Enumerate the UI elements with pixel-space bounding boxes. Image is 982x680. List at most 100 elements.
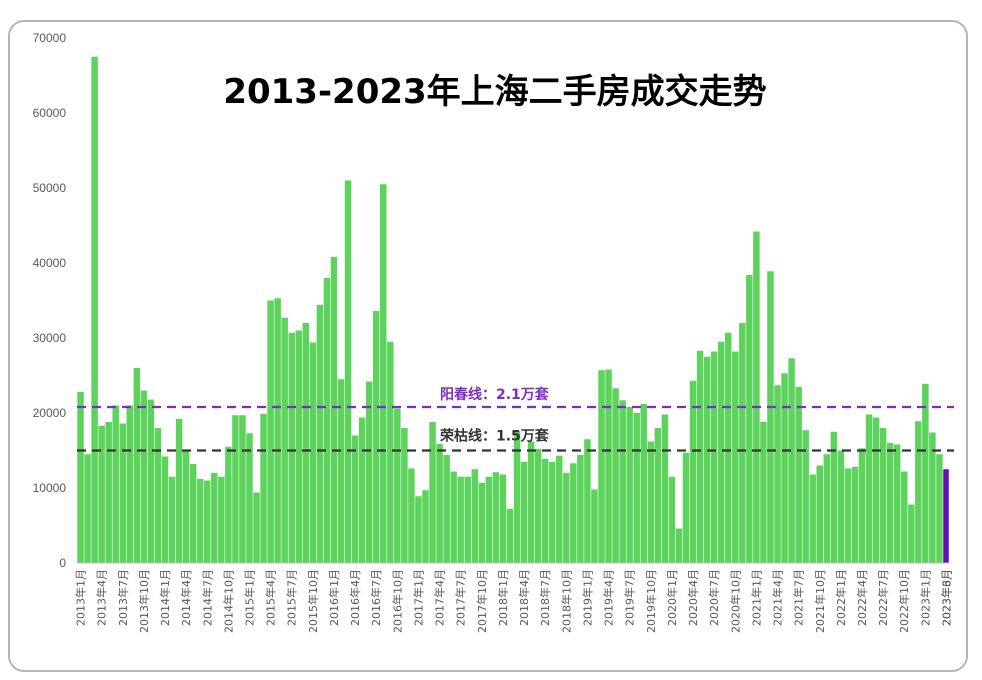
bar: [640, 404, 647, 563]
bar: [675, 528, 683, 563]
x-tick-label: 2015年7月: [285, 569, 299, 626]
bar: [654, 428, 662, 563]
bar: [154, 428, 162, 563]
x-tick-label: 2019年7月: [623, 569, 637, 626]
bar: [710, 351, 718, 563]
bar: [358, 417, 366, 563]
bar: [253, 492, 260, 563]
bar: [886, 443, 894, 563]
bar: [668, 476, 676, 563]
bar: [457, 476, 464, 563]
x-tick-label: 2017年10月: [475, 569, 489, 633]
y-tick-label: 20000: [33, 406, 67, 420]
bar: [429, 422, 436, 563]
bar: [541, 458, 549, 563]
bar: [647, 441, 655, 563]
x-tick-label: 2021年1月: [749, 569, 763, 626]
x-tick-label: 2018年10月: [559, 569, 573, 633]
y-tick-label: 40000: [33, 256, 67, 270]
bar: [598, 370, 605, 563]
bar: [471, 469, 479, 563]
bar: [795, 386, 802, 563]
bar: [717, 341, 725, 563]
x-tick-label: 2016年10月: [390, 569, 404, 633]
bar: [295, 330, 303, 563]
x-tick-label: 2017年4月: [433, 569, 447, 626]
bar: [330, 257, 338, 563]
bar: [534, 449, 542, 563]
bar: [323, 278, 331, 563]
x-tick-label: 2015年10月: [306, 569, 320, 633]
bar: [309, 342, 317, 563]
bar: [175, 419, 183, 563]
bar: [211, 473, 218, 563]
x-tick-label: 2023年6月: [939, 569, 953, 626]
bar: [168, 476, 176, 563]
x-tick-label: 2017年7月: [454, 569, 468, 626]
x-tick-label: 2020年7月: [707, 569, 721, 626]
bar: [936, 454, 943, 563]
bar: [943, 469, 949, 563]
bar: [218, 476, 225, 563]
bar: [858, 448, 866, 563]
x-tick-label: 2022年1月: [834, 569, 848, 626]
x-tick-label: 2015年1月: [242, 569, 256, 626]
bar: [387, 341, 394, 563]
x-tick-label: 2019年4月: [602, 569, 616, 626]
bar: [788, 358, 795, 563]
x-tick-label: 2013年7月: [116, 569, 130, 626]
bar: [520, 461, 528, 563]
bar: [802, 430, 809, 563]
y-tick-label: 60000: [33, 106, 67, 120]
x-tick-label: 2021年7月: [792, 569, 806, 626]
x-tick-label: 2021年10月: [813, 569, 827, 633]
bar: [260, 413, 267, 563]
y-tick-label: 70000: [33, 31, 67, 45]
bar: [844, 468, 852, 563]
bar: [823, 454, 831, 563]
bar: [781, 373, 788, 563]
x-tick-label: 2018年4月: [517, 569, 531, 626]
bar: [661, 414, 669, 563]
bar: [196, 479, 204, 563]
bar: [239, 415, 246, 563]
y-axis: 0 10000 20000 30000 40000 50000 60000 70000: [33, 31, 67, 570]
bar: [302, 323, 310, 563]
x-tick-label: 2014年7月: [200, 569, 214, 626]
x-tick-label: 2013年4月: [95, 569, 109, 626]
bar: [140, 390, 148, 563]
x-tick-label: 2018年7月: [538, 569, 552, 626]
bar: [724, 332, 732, 563]
bar: [619, 400, 626, 563]
bar: [77, 392, 84, 563]
bar: [746, 275, 753, 563]
bar: [879, 428, 887, 563]
bar: [739, 323, 746, 563]
x-tick-label: 2016年7月: [369, 569, 383, 626]
x-tick-label: 2020年1月: [665, 569, 679, 626]
bar: [344, 180, 352, 563]
bar: [915, 421, 922, 563]
bar: [527, 441, 535, 563]
bar: [605, 369, 612, 563]
bar: [703, 356, 711, 563]
bar: [492, 472, 500, 563]
bar: [337, 379, 345, 563]
bar: [485, 476, 493, 563]
x-tick-label: 2019年1月: [580, 569, 594, 626]
bar: [408, 468, 415, 563]
bar: [865, 414, 873, 563]
bar: [443, 455, 450, 563]
x-axis: 2013年1月 2013年4月 2013年7月 2013年10月 2014年1月 2014…: [74, 569, 954, 633]
x-tick-label: 2018年1月: [496, 569, 510, 626]
bar: [774, 385, 781, 563]
x-tick-label: 2022年4月: [855, 569, 869, 626]
bar: [415, 496, 422, 563]
bar: [626, 407, 633, 563]
x-tick-label: 2014年10月: [221, 569, 235, 633]
bar: [274, 298, 281, 563]
bar: [288, 332, 295, 563]
x-tick-label: 2023年3月: [939, 569, 953, 626]
x-tick-label: 2023年1月: [918, 569, 932, 626]
